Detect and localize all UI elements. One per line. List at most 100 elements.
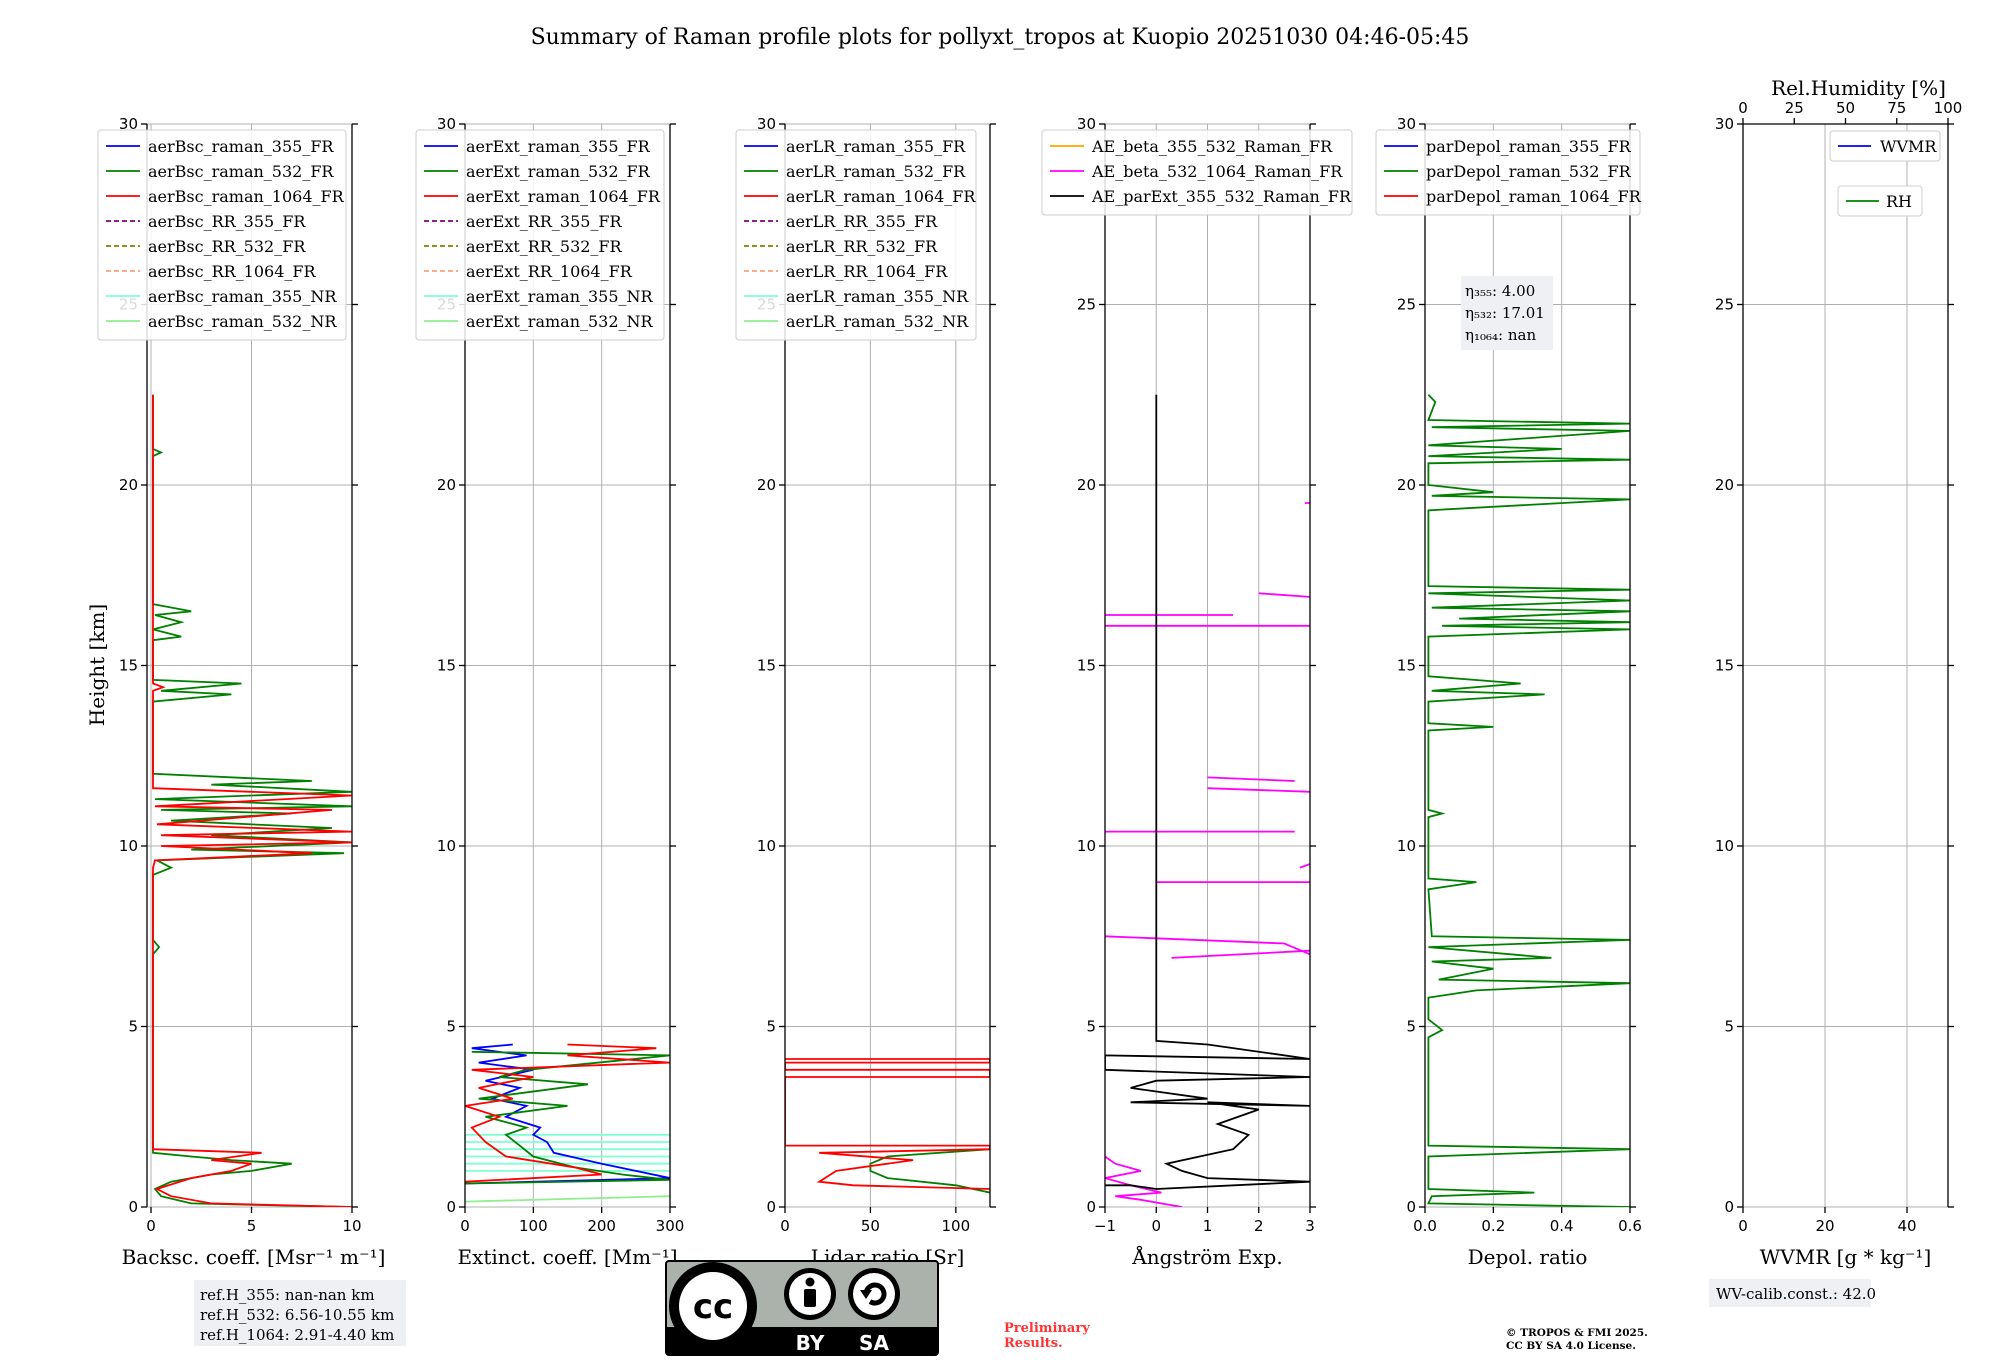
sa-label: SA — [859, 1331, 889, 1355]
ytick-label: 15 — [437, 657, 456, 675]
legend-box — [97, 129, 347, 341]
legend-label: aerBsc_raman_532_FR — [148, 162, 334, 181]
eta-box — [1461, 276, 1553, 350]
xtick-label: 0 — [1738, 1217, 1748, 1235]
eta-label: η₃₅₅: 4.00 — [1465, 282, 1535, 300]
ref-h-355: ref.H_355: nan-nan km — [200, 1286, 375, 1304]
panel-lr: 051015202530050100Lidar ratio [Sr]aerLR_… — [735, 115, 996, 1269]
legend-box-rh — [1837, 185, 1923, 217]
preliminary-line-2: Results. — [1004, 1336, 1063, 1351]
series-AE_parExt_355_532_Raman_FR — [1105, 394, 1310, 1190]
xtick-label: 2 — [1254, 1217, 1264, 1235]
top-axis-label: Rel.Humidity [%] — [1771, 76, 1946, 100]
xtick-top-label: 75 — [1887, 99, 1906, 117]
legend-label: aerExt_RR_355_FR — [466, 212, 623, 231]
sa-arrow-arc — [863, 1282, 887, 1306]
series-parDepol_raman_532_FR — [1426, 394, 1630, 1207]
xlabel: Backsc. coeff. [Msr⁻¹ m⁻¹] — [122, 1245, 386, 1269]
legend-label: parDepol_raman_1064_FR — [1426, 187, 1642, 206]
xlabel: Depol. ratio — [1468, 1245, 1588, 1269]
series-aerLR_raman_532_FR — [869, 1148, 990, 1194]
xtick-label: 0 — [460, 1217, 470, 1235]
xtick-label: 10 — [342, 1217, 361, 1235]
ytick-label: 10 — [1077, 837, 1096, 855]
by-person-head — [805, 1277, 815, 1287]
legend-label: aerLR_raman_532_FR — [786, 162, 966, 181]
ref-h-532: ref.H_532: 6.56-10.55 km — [200, 1306, 394, 1324]
legend-label: aerExt_raman_532_FR — [466, 162, 651, 181]
xtick-label: 0.6 — [1618, 1217, 1642, 1235]
ytick-label: 5 — [766, 1018, 776, 1036]
ytick-label: 0 — [446, 1198, 456, 1216]
ytick-label: 15 — [1715, 657, 1734, 675]
ytick-label: 20 — [437, 476, 456, 494]
ytick-label: 30 — [1715, 115, 1734, 133]
legend-label: aerExt_RR_1064_FR — [466, 262, 633, 281]
xlabel: WVMR [g * kg⁻¹] — [1760, 1245, 1932, 1269]
ref-h-1064: ref.H_1064: 2.91-4.40 km — [200, 1326, 394, 1344]
legend-label: aerLR_raman_355_NR — [786, 287, 969, 306]
copyright-line-2: CC BY SA 4.0 License. — [1506, 1340, 1636, 1352]
ytick-label: 15 — [119, 657, 138, 675]
ytick-label: 30 — [757, 115, 776, 133]
sa-arrow-head — [860, 1290, 872, 1299]
sa-share-icon-inner — [853, 1273, 895, 1315]
xtick-label: 0 — [780, 1217, 790, 1235]
by-label: BY — [796, 1331, 825, 1355]
xtick-label: 5 — [247, 1217, 257, 1235]
ytick-label: 30 — [1397, 115, 1416, 133]
figure-title: Summary of Raman profile plots for polly… — [531, 25, 1470, 50]
xtick-label: 0.2 — [1481, 1217, 1505, 1235]
legend-label: aerExt_raman_532_NR — [466, 312, 654, 331]
ylabel: Height [km] — [85, 604, 109, 726]
copyright-line-1: © TROPOS & FMI 2025. — [1506, 1327, 1648, 1339]
ytick-label: 10 — [757, 837, 776, 855]
xtick-label: 3 — [1305, 1217, 1315, 1235]
series-aerExt_raman_1064_FR — [465, 1043, 670, 1183]
legend-label: aerBsc_raman_355_FR — [148, 137, 334, 156]
ytick-label: 5 — [1406, 1018, 1416, 1036]
cc-text: cc — [693, 1287, 733, 1327]
legend-label: aerLR_RR_355_FR — [786, 212, 938, 231]
ytick-label: 10 — [119, 837, 138, 855]
legend-label: aerBsc_RR_532_FR — [148, 237, 306, 256]
legend-label: aerExt_raman_355_FR — [466, 137, 651, 156]
legend-label: aerExt_RR_532_FR — [466, 237, 623, 256]
wv-calib-label: WV-calib.const.: 42.0 — [1716, 1285, 1876, 1303]
series-aerLR_raman_1064_FR — [785, 1058, 990, 1190]
ytick-label: 0 — [128, 1198, 138, 1216]
legend-box-wvmr — [1829, 130, 1941, 162]
ytick-label: 25 — [1077, 296, 1096, 314]
xtick-label: 40 — [1897, 1217, 1916, 1235]
legend-label: AE_beta_532_1064_Raman_FR — [1091, 162, 1343, 181]
legend-label: AE_beta_355_532_Raman_FR — [1091, 137, 1333, 156]
ytick-label: 10 — [1715, 837, 1734, 855]
ytick-label: 15 — [757, 657, 776, 675]
legend-label-wvmr: WVMR — [1880, 137, 1937, 156]
ref-height-box: ref.H_355: nan-nan km ref.H_532: 6.56-10… — [194, 1280, 406, 1346]
ytick-label: 20 — [1397, 476, 1416, 494]
xtick-top-label: 100 — [1934, 99, 1963, 117]
xtick-top-label: 50 — [1836, 99, 1855, 117]
panel-ext: 0510152025300100200300Extinct. coeff. [M… — [415, 115, 684, 1269]
ytick-label: 5 — [446, 1018, 456, 1036]
wv-calib-box — [1709, 1279, 1871, 1307]
xtick-label: 0.0 — [1413, 1217, 1437, 1235]
eta-label: η₁₀₆₄: nan — [1465, 326, 1536, 344]
ytick-label: 0 — [1086, 1198, 1096, 1216]
xtick-top-label: 25 — [1785, 99, 1804, 117]
ytick-label: 20 — [119, 476, 138, 494]
xtick-label: 100 — [519, 1217, 548, 1235]
xtick-label: −1 — [1094, 1217, 1116, 1235]
xtick-label: 0 — [1151, 1217, 1161, 1235]
ytick-label: 30 — [1077, 115, 1096, 133]
legend-label: aerBsc_RR_1064_FR — [148, 262, 317, 281]
preliminary-line-1: Preliminary — [1004, 1321, 1090, 1336]
ytick-label: 0 — [1406, 1198, 1416, 1216]
ref-box-bg — [194, 1280, 406, 1346]
xlabel: Extinct. coeff. [Mm⁻¹] — [457, 1245, 677, 1269]
legend-label: aerBsc_raman_1064_FR — [148, 187, 345, 206]
